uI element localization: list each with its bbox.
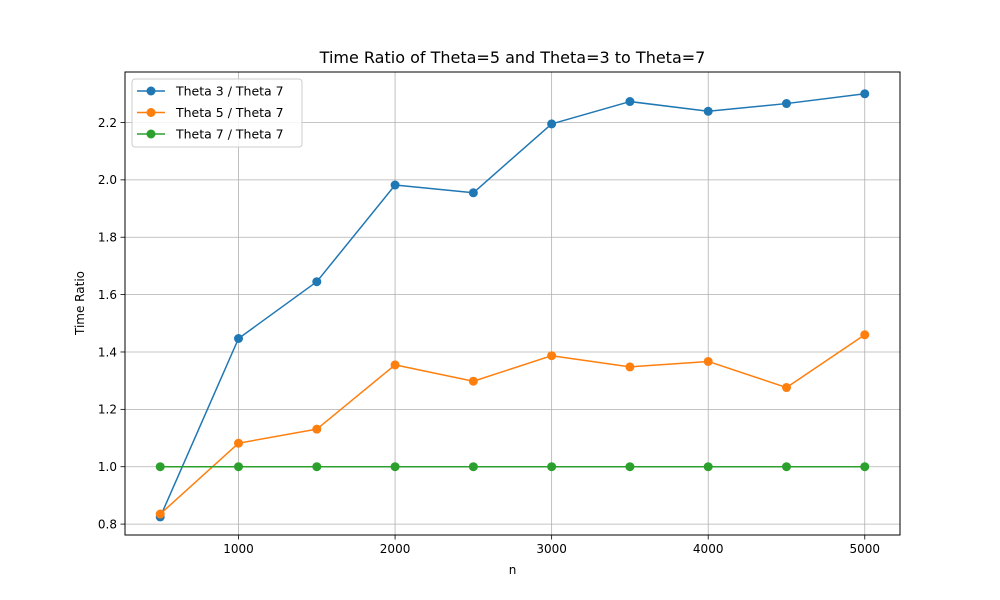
legend-item: Theta 7 / Theta 7: [137, 127, 284, 142]
chart-title: Time Ratio of Theta=5 and Theta=3 to The…: [319, 48, 706, 67]
data-point: [547, 462, 557, 472]
data-point: [781, 383, 791, 393]
series-2: [155, 330, 870, 519]
data-point: [390, 462, 400, 472]
legend-label: Theta 7 / Theta 7: [175, 127, 284, 142]
data-point: [703, 106, 713, 116]
data-point: [468, 376, 478, 386]
legend-label: Theta 3 / Theta 7: [175, 84, 284, 99]
legend: Theta 3 / Theta 7 Theta 5 / Theta 7 Theta …: [131, 78, 303, 148]
x-tick-label: 1000: [223, 542, 254, 556]
data-point: [155, 462, 165, 472]
data-point: [312, 424, 322, 434]
x-tick-label: 4000: [693, 542, 724, 556]
data-point: [312, 462, 322, 472]
data-point: [312, 277, 322, 287]
data-point: [234, 462, 244, 472]
data-point: [860, 330, 870, 340]
legend-marker: [146, 108, 156, 117]
x-tick-label: 3000: [536, 542, 567, 556]
data-point: [625, 97, 635, 107]
y-tick-label: 2.2: [98, 116, 117, 130]
y-tick-label: 0.8: [98, 517, 117, 531]
data-point: [155, 509, 165, 519]
series-3: [155, 462, 870, 472]
x-axis-ticks: 1000 2000 3000 4000 5000: [223, 535, 880, 556]
y-tick-label: 2.0: [98, 173, 117, 187]
y-tick-label: 1.0: [98, 460, 117, 474]
y-tick-label: 1.8: [98, 231, 117, 245]
data-point: [234, 333, 244, 343]
data-point: [703, 356, 713, 366]
data-point: [781, 99, 791, 109]
data-point: [703, 462, 713, 472]
y-axis-label: Time Ratio: [73, 271, 87, 336]
plot-frame: [124, 71, 901, 536]
y-axis-ticks: 0.8 1.0 1.2 1.4 1.6 1.8 2.0 2.2: [98, 116, 125, 531]
legend-item: Theta 3 / Theta 7: [137, 84, 284, 99]
data-point: [234, 438, 244, 448]
series-line: [159, 93, 865, 518]
data-point: [547, 351, 557, 361]
y-tick-label: 1.2: [98, 403, 117, 417]
data-point: [468, 188, 478, 198]
plot-series: [155, 89, 870, 522]
data-point: [860, 462, 870, 472]
legend-item: Theta 5 / Theta 7: [137, 105, 284, 120]
legend-label: Theta 5 / Theta 7: [175, 105, 284, 120]
data-point: [390, 180, 400, 190]
legend-marker: [146, 86, 156, 96]
data-point: [547, 119, 557, 129]
data-point: [860, 89, 870, 99]
data-point: [781, 462, 791, 472]
y-tick-label: 1.6: [98, 288, 117, 302]
data-point: [625, 362, 635, 372]
series-line: [159, 334, 866, 515]
data-point: [468, 462, 478, 472]
data-point: [390, 360, 400, 370]
x-axis-label: n: [509, 563, 517, 577]
x-tick-label: 2000: [380, 542, 411, 556]
x-tick-label: 5000: [849, 542, 880, 556]
legend-box: [131, 78, 303, 148]
legend-marker: [146, 129, 156, 139]
data-point: [625, 462, 635, 472]
y-tick-label: 1.4: [98, 345, 117, 359]
